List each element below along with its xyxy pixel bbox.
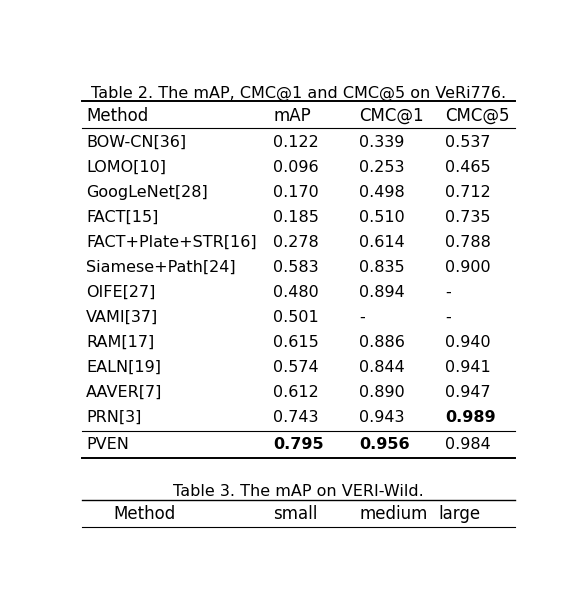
Text: 0.844: 0.844: [359, 360, 405, 375]
Text: 0.278: 0.278: [274, 235, 319, 250]
Text: OIFE[27]: OIFE[27]: [86, 285, 155, 300]
Text: PRN[3]: PRN[3]: [86, 410, 141, 425]
Text: 0.185: 0.185: [274, 210, 320, 225]
Text: FACT[15]: FACT[15]: [86, 210, 159, 225]
Text: 0.612: 0.612: [274, 385, 319, 400]
Text: 0.886: 0.886: [359, 335, 405, 350]
Text: 0.989: 0.989: [445, 410, 495, 425]
Text: 0.537: 0.537: [445, 135, 491, 150]
Text: mAP: mAP: [274, 107, 311, 125]
Text: CMC@1: CMC@1: [359, 107, 424, 125]
Text: 0.890: 0.890: [359, 385, 405, 400]
Text: 0.170: 0.170: [274, 185, 319, 200]
Text: BOW-CN[36]: BOW-CN[36]: [86, 135, 186, 150]
Text: 0.096: 0.096: [274, 160, 319, 175]
Text: 0.465: 0.465: [445, 160, 491, 175]
Text: -: -: [445, 310, 450, 325]
Text: 0.501: 0.501: [274, 310, 319, 325]
Text: EALN[19]: EALN[19]: [86, 360, 161, 375]
Text: 0.900: 0.900: [445, 260, 491, 275]
Text: 0.614: 0.614: [359, 235, 405, 250]
Text: 0.498: 0.498: [359, 185, 405, 200]
Text: 0.743: 0.743: [274, 410, 319, 425]
Text: 0.956: 0.956: [359, 437, 410, 452]
Text: VAMI[37]: VAMI[37]: [86, 310, 158, 325]
Text: 0.480: 0.480: [274, 285, 319, 300]
Text: 0.712: 0.712: [445, 185, 491, 200]
Text: 0.940: 0.940: [445, 335, 491, 350]
Text: 0.984: 0.984: [445, 437, 491, 452]
Text: 0.615: 0.615: [274, 335, 319, 350]
Text: RAM[17]: RAM[17]: [86, 335, 155, 350]
Text: 0.894: 0.894: [359, 285, 405, 300]
Text: 0.795: 0.795: [274, 437, 324, 452]
Text: 0.941: 0.941: [445, 360, 491, 375]
Text: -: -: [445, 285, 450, 300]
Text: Method: Method: [113, 505, 176, 523]
Text: 0.574: 0.574: [274, 360, 319, 375]
Text: 0.583: 0.583: [274, 260, 319, 275]
Text: GoogLeNet[28]: GoogLeNet[28]: [86, 185, 208, 200]
Text: 0.947: 0.947: [445, 385, 491, 400]
Text: 0.253: 0.253: [359, 160, 404, 175]
Text: 0.835: 0.835: [359, 260, 405, 275]
Text: FACT+Plate+STR[16]: FACT+Plate+STR[16]: [86, 235, 257, 250]
Text: Siamese+Path[24]: Siamese+Path[24]: [86, 260, 236, 275]
Text: Table 2. The mAP, CMC@1 and CMC@5 on VeRi776.: Table 2. The mAP, CMC@1 and CMC@5 on VeR…: [91, 86, 506, 101]
Text: PVEN: PVEN: [86, 437, 129, 452]
Text: 0.735: 0.735: [445, 210, 491, 225]
Text: 0.122: 0.122: [274, 135, 319, 150]
Text: 0.339: 0.339: [359, 135, 404, 150]
Text: Table 3. The mAP on VERI-Wild.: Table 3. The mAP on VERI-Wild.: [173, 484, 424, 499]
Text: -: -: [359, 310, 365, 325]
Text: large: large: [438, 505, 480, 523]
Text: 0.788: 0.788: [445, 235, 491, 250]
Text: LOMO[10]: LOMO[10]: [86, 160, 166, 175]
Text: small: small: [274, 505, 318, 523]
Text: 0.943: 0.943: [359, 410, 404, 425]
Text: Method: Method: [86, 107, 148, 125]
Text: 0.510: 0.510: [359, 210, 405, 225]
Text: medium: medium: [359, 505, 428, 523]
Text: CMC@5: CMC@5: [445, 107, 509, 125]
Text: AAVER[7]: AAVER[7]: [86, 385, 162, 400]
